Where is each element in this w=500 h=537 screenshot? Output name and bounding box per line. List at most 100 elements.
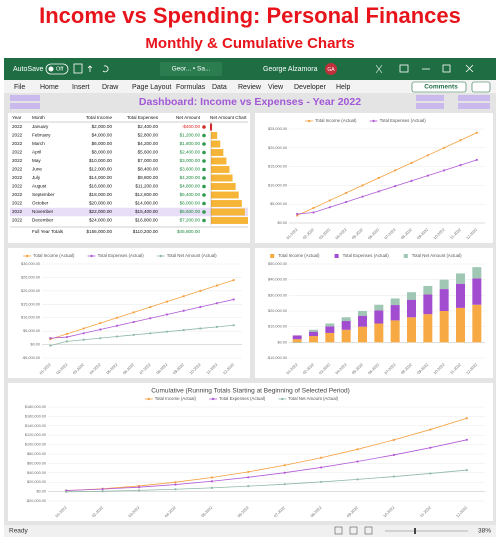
table-panel — [8, 113, 250, 243]
menu-item[interactable]: Developer — [294, 84, 327, 91]
status-dot — [202, 201, 206, 206]
point — [132, 311, 135, 314]
cell: $8,000.00 — [92, 150, 113, 155]
point — [165, 330, 169, 333]
menu-item[interactable]: Home — [40, 84, 59, 91]
bar-segment — [292, 335, 302, 340]
point — [215, 325, 219, 328]
cell: $2,000.00 — [92, 124, 113, 129]
menu-item[interactable]: View — [268, 84, 284, 91]
point — [174, 488, 177, 491]
menu-item[interactable]: Review — [238, 84, 262, 91]
cell: 2022 — [12, 209, 23, 214]
share-button[interactable] — [471, 81, 491, 93]
sheet-button[interactable] — [416, 103, 444, 109]
bar-segment — [472, 267, 482, 279]
legend-label: Total Net Amount (Actual) — [288, 396, 338, 401]
menu-item[interactable]: Draw — [102, 84, 119, 91]
menu-item[interactable]: Data — [212, 84, 227, 91]
autosave-toggle[interactable] — [45, 63, 69, 75]
data-bar — [211, 132, 218, 139]
bar-segment — [341, 321, 351, 330]
cell: August — [32, 184, 47, 189]
normal-view[interactable] — [334, 526, 343, 535]
cell: $9,800.00 — [138, 175, 159, 180]
chart-title: Cumulative (Running Totals Starting at B… — [151, 388, 350, 395]
bar-segment — [423, 285, 433, 295]
y-tick-label: $0.00 — [277, 221, 287, 225]
status-bar — [4, 525, 496, 537]
sheet-button[interactable] — [10, 103, 40, 109]
cell: November — [32, 209, 54, 214]
cell: $2,400.00 — [138, 124, 159, 129]
net-amount: $3,000.00 — [180, 158, 201, 163]
comments-button[interactable] — [411, 81, 467, 93]
bar-segment — [358, 326, 367, 343]
column-header: Net Amount — [176, 115, 201, 120]
chart-panel — [255, 113, 493, 243]
point — [232, 324, 235, 327]
bar-segment — [439, 311, 449, 343]
bar-segment — [374, 304, 384, 311]
y-tick-label: $15,000.00 — [268, 165, 287, 169]
status-dot — [202, 150, 206, 155]
sheet-button[interactable] — [458, 95, 490, 101]
ribbon-icon[interactable] — [399, 64, 409, 73]
legend-label: Total Expenses (Actual) — [219, 396, 266, 401]
cell: 2022 — [12, 124, 23, 129]
y-tick-label: $10,000.00 — [21, 316, 40, 320]
y-tick-label: $15,000.00 — [21, 302, 40, 306]
menu-item[interactable]: File — [14, 84, 25, 91]
bar-segment — [309, 329, 318, 332]
save-icon[interactable] — [73, 63, 83, 74]
y-tick-label: -$20,000.00 — [26, 499, 46, 503]
point — [215, 284, 219, 287]
menu-item[interactable]: Insert — [72, 84, 90, 91]
point — [426, 154, 429, 157]
point — [174, 481, 177, 484]
menu-item[interactable]: Formulas — [176, 84, 206, 91]
close[interactable] — [465, 64, 474, 73]
point — [320, 466, 323, 469]
point — [392, 438, 396, 441]
cell: $2,800.00 — [138, 133, 159, 138]
point — [394, 185, 397, 188]
series-line — [296, 132, 478, 216]
y-tick-label: $0.00 — [30, 343, 40, 347]
series-line — [297, 159, 477, 215]
sheet-button[interactable] — [416, 95, 444, 101]
zoom-thumb[interactable] — [414, 528, 416, 534]
bar-segment — [358, 311, 367, 316]
point — [320, 456, 323, 459]
cell: $14,000.00 — [89, 175, 112, 180]
column-header: Total Income — [86, 115, 112, 120]
bar-segment — [456, 273, 465, 284]
redo-icon[interactable] — [102, 65, 109, 73]
sheet-button[interactable] — [458, 103, 490, 109]
pen-icon[interactable] — [375, 64, 383, 74]
page-layout-view[interactable] — [349, 526, 358, 535]
toggle-knob — [48, 66, 54, 72]
net-amount: $7,200.00 — [180, 218, 201, 223]
data-bar — [211, 166, 230, 173]
cell: $24,000.00 — [89, 218, 112, 223]
point — [132, 320, 135, 324]
data-bar — [211, 140, 221, 148]
page-break-view[interactable] — [364, 526, 373, 535]
cell: $18,000.00 — [89, 192, 112, 197]
point — [328, 199, 331, 202]
sheet-button[interactable] — [10, 95, 40, 101]
menu-item[interactable]: Help — [336, 84, 351, 91]
point — [210, 486, 213, 489]
bar-segment — [309, 331, 318, 337]
menu-item[interactable]: Page Layout — [132, 84, 171, 91]
data-bar — [211, 217, 248, 224]
y-tick-label: $10,000.00 — [268, 183, 287, 187]
user-avatar[interactable] — [325, 63, 337, 75]
zoom-level: 38% — [478, 528, 491, 535]
file-name-box[interactable] — [160, 62, 222, 76]
bar-segment — [423, 314, 433, 343]
maximize[interactable] — [442, 64, 451, 73]
point — [49, 337, 52, 340]
undo-icon[interactable] — [87, 65, 93, 72]
